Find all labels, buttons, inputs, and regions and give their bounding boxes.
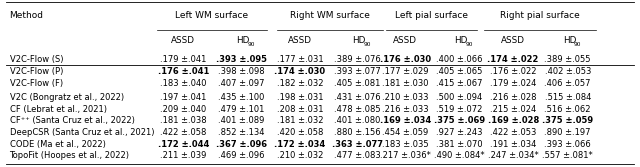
Text: .176 ±.022: .176 ±.022: [490, 67, 536, 76]
Text: .169 ±.028: .169 ±.028: [488, 116, 539, 125]
Text: .405 ±.065: .405 ±.065: [436, 67, 483, 76]
Text: .401 ±.089: .401 ±.089: [218, 116, 265, 125]
Text: TopoFit (Hoopes et al., 2022): TopoFit (Hoopes et al., 2022): [10, 151, 129, 160]
Text: .880 ±.156: .880 ±.156: [334, 128, 381, 137]
Text: .210 ±.032: .210 ±.032: [276, 151, 323, 160]
Text: 90: 90: [248, 42, 255, 47]
Text: .172 ±.044: .172 ±.044: [157, 140, 209, 149]
Text: 90: 90: [574, 42, 582, 47]
Text: Method: Method: [10, 12, 44, 21]
Text: .422 ±.058: .422 ±.058: [160, 128, 207, 137]
Text: ASSD: ASSD: [394, 36, 417, 45]
Text: .183 ±.040: .183 ±.040: [160, 79, 207, 88]
Text: Left pial surface: Left pial surface: [395, 12, 468, 21]
Text: Right WM surface: Right WM surface: [290, 12, 370, 21]
Text: .174 ±.030: .174 ±.030: [275, 67, 326, 76]
Text: .400 ±.066: .400 ±.066: [436, 55, 483, 64]
Text: .191 ±.034: .191 ±.034: [490, 140, 536, 149]
Text: HD: HD: [353, 36, 366, 45]
Text: .211 ±.039: .211 ±.039: [160, 151, 207, 160]
Text: .490 ±.084*: .490 ±.084*: [434, 151, 484, 160]
Text: .435 ±.100: .435 ±.100: [218, 93, 265, 102]
Text: V2C (Bongratz et al., 2022): V2C (Bongratz et al., 2022): [10, 93, 124, 102]
Text: .375 ±.069: .375 ±.069: [434, 116, 485, 125]
Text: .393 ±.077: .393 ±.077: [334, 67, 381, 76]
Text: V2C-Flow (F): V2C-Flow (F): [10, 79, 63, 88]
Text: ASSD: ASSD: [288, 36, 312, 45]
Text: .181 ±.038: .181 ±.038: [160, 116, 207, 125]
Text: .210 ±.033: .210 ±.033: [382, 93, 429, 102]
Text: 90: 90: [465, 42, 473, 47]
Text: .420 ±.058: .420 ±.058: [276, 128, 323, 137]
Text: 90: 90: [364, 42, 371, 47]
Text: .181 ±.032: .181 ±.032: [276, 116, 323, 125]
Text: HD: HD: [237, 36, 250, 45]
Text: .478 ±.085: .478 ±.085: [334, 105, 381, 114]
Text: .422 ±.053: .422 ±.053: [490, 128, 536, 137]
Text: .169 ±.034: .169 ±.034: [380, 116, 431, 125]
Text: .519 ±.072: .519 ±.072: [436, 105, 483, 114]
Text: .469 ±.096: .469 ±.096: [218, 151, 265, 160]
Text: .177 ±.029: .177 ±.029: [382, 67, 429, 76]
Text: .393 ±.066: .393 ±.066: [545, 140, 591, 149]
Text: .407 ±.097: .407 ±.097: [218, 79, 265, 88]
Text: .177 ±.031: .177 ±.031: [276, 55, 323, 64]
Text: .398 ±.098: .398 ±.098: [218, 67, 265, 76]
Text: .367 ±.096: .367 ±.096: [216, 140, 267, 149]
Text: .363 ±.077: .363 ±.077: [332, 140, 383, 149]
Text: .406 ±.057: .406 ±.057: [545, 79, 591, 88]
Text: .375 ±.059: .375 ±.059: [542, 116, 593, 125]
Text: Left WM surface: Left WM surface: [175, 12, 248, 21]
Text: .515 ±.084: .515 ±.084: [545, 93, 591, 102]
Text: .500 ±.094: .500 ±.094: [436, 93, 483, 102]
Text: .477 ±.083: .477 ±.083: [334, 151, 381, 160]
Text: V2C-Flow (S): V2C-Flow (S): [10, 55, 63, 64]
Text: ASSD: ASSD: [172, 36, 195, 45]
Text: .176 ±.041: .176 ±.041: [157, 67, 209, 76]
Text: .927 ±.243: .927 ±.243: [436, 128, 483, 137]
Text: .402 ±.053: .402 ±.053: [545, 67, 591, 76]
Text: .381 ±.070: .381 ±.070: [436, 140, 483, 149]
Text: Right pial surface: Right pial surface: [500, 12, 580, 21]
Text: .198 ±.031: .198 ±.031: [276, 93, 323, 102]
Text: HD: HD: [454, 36, 468, 45]
Text: .179 ±.041: .179 ±.041: [160, 55, 207, 64]
Text: ASSD: ASSD: [501, 36, 525, 45]
Text: .247 ±.034*: .247 ±.034*: [488, 151, 538, 160]
Text: .215 ±.024: .215 ±.024: [490, 105, 536, 114]
Text: .401 ±.080: .401 ±.080: [335, 116, 381, 125]
Text: .183 ±.035: .183 ±.035: [382, 140, 429, 149]
Text: .516 ±.062: .516 ±.062: [545, 105, 591, 114]
Text: .174 ±.022: .174 ±.022: [488, 55, 539, 64]
Text: CODE (Ma et al., 2022): CODE (Ma et al., 2022): [10, 140, 106, 149]
Text: .852 ±.134: .852 ±.134: [218, 128, 265, 137]
Text: .176 ±.030: .176 ±.030: [380, 55, 431, 64]
Text: .431 ±.076: .431 ±.076: [334, 93, 381, 102]
Text: .216 ±.028: .216 ±.028: [490, 93, 536, 102]
Text: CF⁺⁺ (Santa Cruz et al., 2022): CF⁺⁺ (Santa Cruz et al., 2022): [10, 116, 134, 125]
Text: HD: HD: [563, 36, 576, 45]
Text: .405 ±.081: .405 ±.081: [335, 79, 381, 88]
Text: .389 ±.076: .389 ±.076: [334, 55, 381, 64]
Text: .389 ±.055: .389 ±.055: [545, 55, 591, 64]
Text: .172 ±.034: .172 ±.034: [275, 140, 326, 149]
Text: .454 ±.059: .454 ±.059: [382, 128, 428, 137]
Text: .197 ±.041: .197 ±.041: [160, 93, 207, 102]
Text: .890 ±.197: .890 ±.197: [545, 128, 591, 137]
Text: .479 ±.101: .479 ±.101: [218, 105, 265, 114]
Text: .216 ±.033: .216 ±.033: [382, 105, 429, 114]
Text: .179 ±.024: .179 ±.024: [490, 79, 536, 88]
Text: .209 ±.040: .209 ±.040: [160, 105, 206, 114]
Text: .217 ±.036*: .217 ±.036*: [380, 151, 431, 160]
Text: CF (Lebrat et al., 2021): CF (Lebrat et al., 2021): [10, 105, 106, 114]
Text: .208 ±.031: .208 ±.031: [276, 105, 323, 114]
Text: DeepCSR (Santa Cruz et al., 2021): DeepCSR (Santa Cruz et al., 2021): [10, 128, 154, 137]
Text: .181 ±.030: .181 ±.030: [382, 79, 429, 88]
Text: .182 ±.032: .182 ±.032: [276, 79, 323, 88]
Text: V2C-Flow (P): V2C-Flow (P): [10, 67, 63, 76]
Text: .415 ±.067: .415 ±.067: [436, 79, 483, 88]
Text: .393 ±.095: .393 ±.095: [216, 55, 267, 64]
Text: .557 ±.081*: .557 ±.081*: [542, 151, 593, 160]
